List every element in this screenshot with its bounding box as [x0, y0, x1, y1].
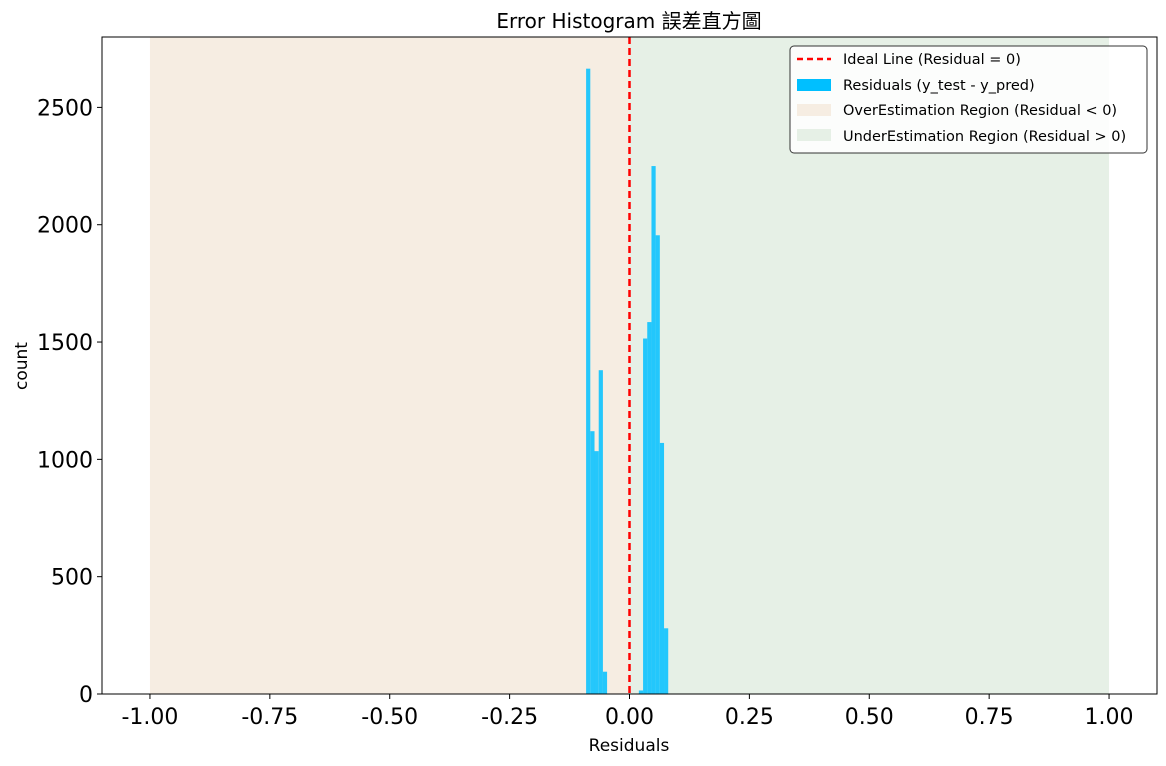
x-tick-label: 0.00 — [605, 705, 654, 730]
histogram-bar — [655, 235, 660, 695]
histogram-bar — [643, 338, 648, 694]
x-tick-label: 0.50 — [845, 705, 894, 730]
histogram-bar — [594, 451, 599, 694]
y-axis-label: count — [12, 342, 32, 390]
y-tick-label: 1500 — [37, 331, 93, 356]
legend-entry-ideal-line: Ideal Line (Residual = 0) — [843, 52, 1021, 68]
legend-swatch-overestimation — [797, 104, 831, 116]
y-tick-label: 500 — [51, 566, 93, 591]
histogram-bar — [647, 322, 652, 694]
histogram-bar — [590, 431, 595, 694]
histogram-bar — [598, 370, 603, 694]
x-tick-label: -0.25 — [481, 705, 538, 730]
legend-swatch-residuals — [797, 79, 831, 91]
x-tick-label: 0.75 — [965, 705, 1014, 730]
x-tick-label: -1.00 — [121, 705, 178, 730]
histogram-bar — [651, 166, 656, 694]
y-tick-label: 2500 — [37, 96, 93, 121]
y-tick-label: 0 — [79, 683, 93, 708]
histogram-bar — [659, 442, 665, 694]
legend-box — [789, 45, 1148, 154]
chart-title: Error Histogram 誤差直方圖 — [496, 9, 761, 33]
legend-entry-residuals: Residuals (y_test - y_pred) — [843, 78, 1035, 94]
legend-swatch-underestimation — [797, 129, 831, 141]
y-tick-label: 2000 — [37, 214, 93, 239]
histogram-bar — [602, 671, 608, 694]
x-tick-label: -0.50 — [361, 705, 418, 730]
histogram-bar — [586, 68, 591, 695]
y-tick-label: 1000 — [37, 448, 93, 473]
legend-entry-underestimation: UnderEstimation Region (Residual > 0) — [843, 129, 1126, 145]
x-axis-label: Residuals — [589, 736, 670, 756]
legend: Ideal Line (Residual = 0) Residuals (y_t… — [789, 45, 1148, 154]
legend-entry-overestimation: OverEstimation Region (Residual < 0) — [843, 103, 1117, 119]
x-tick-label: 0.25 — [725, 705, 774, 730]
histogram-bar — [664, 628, 669, 694]
x-tick-label: -0.75 — [241, 705, 298, 730]
overestimation-region — [149, 37, 630, 694]
x-tick-label: 1.00 — [1085, 705, 1134, 730]
histogram-bar — [638, 690, 644, 694]
